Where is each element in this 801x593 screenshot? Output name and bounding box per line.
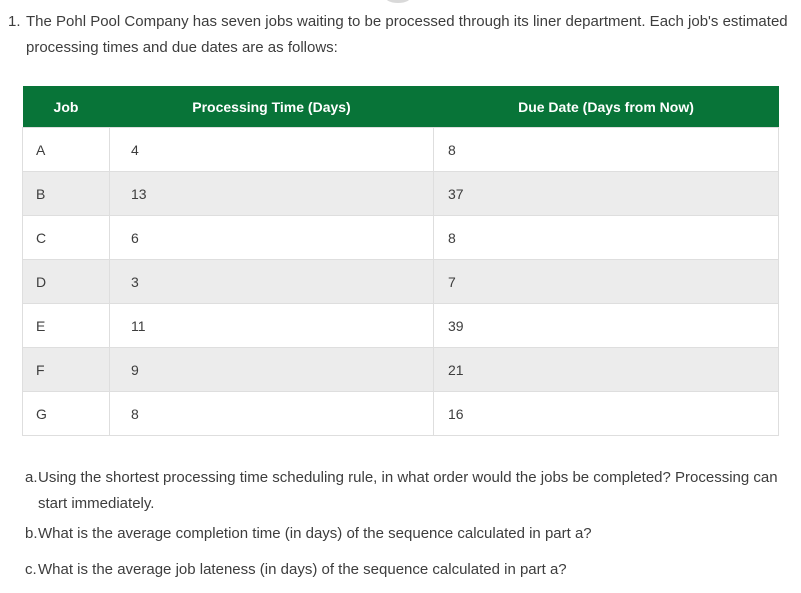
job-cell: F [22, 347, 110, 392]
job-cell: G [22, 391, 110, 436]
processing-time-cell: 9 [109, 347, 434, 392]
cropped-ui-artifact [386, 0, 410, 3]
jobs-table: Job Processing Time (Days) Due Date (Day… [22, 86, 779, 436]
table-row: G 8 16 [22, 391, 779, 436]
table-row: E 11 39 [22, 303, 779, 348]
table-row: B 13 37 [22, 171, 779, 216]
subquestion-label: b. [25, 525, 38, 542]
processing-time-cell: 11 [109, 303, 434, 348]
job-cell: D [22, 259, 110, 304]
processing-time-cell: 8 [109, 391, 434, 436]
subquestion-c: c. What is the average job lateness (in … [25, 557, 801, 583]
table-row: C 6 8 [22, 215, 779, 260]
job-cell: B [22, 171, 110, 216]
processing-time-cell: 13 [109, 171, 434, 216]
table-row: A 4 8 [22, 127, 779, 172]
due-date-cell: 8 [433, 215, 779, 260]
due-date-cell: 37 [433, 171, 779, 216]
column-header-due-date: Due Date (Days from Now) [433, 86, 779, 128]
job-cell: C [22, 215, 110, 260]
due-date-cell: 39 [433, 303, 779, 348]
subquestion-text: What is the average completion time (in … [38, 525, 592, 542]
subquestion-text: What is the average job lateness (in day… [38, 561, 567, 578]
subquestion-a: a. Using the shortest processing time sc… [25, 465, 801, 517]
job-cell: E [22, 303, 110, 348]
table-row: D 3 7 [22, 259, 779, 304]
table-header-row: Job Processing Time (Days) Due Date (Day… [22, 86, 779, 128]
problem-statement: 1. The Pohl Pool Company has seven jobs … [0, 0, 801, 61]
table-row: F 9 21 [22, 347, 779, 392]
subquestion-label: a. [25, 469, 38, 486]
subquestion-b: b. What is the average completion time (… [25, 521, 801, 547]
column-header-job: Job [22, 86, 110, 128]
due-date-cell: 8 [433, 127, 779, 172]
job-cell: A [22, 127, 110, 172]
processing-time-cell: 4 [109, 127, 434, 172]
column-header-processing-time: Processing Time (Days) [109, 86, 434, 128]
subquestion-list: a. Using the shortest processing time sc… [25, 465, 801, 583]
problem-number: 1. [8, 13, 21, 30]
processing-time-cell: 3 [109, 259, 434, 304]
due-date-cell: 7 [433, 259, 779, 304]
subquestion-label: c. [25, 561, 37, 578]
problem-text: The Pohl Pool Company has seven jobs wai… [26, 13, 788, 56]
subquestion-text: Using the shortest processing time sched… [38, 469, 778, 512]
processing-time-cell: 6 [109, 215, 434, 260]
due-date-cell: 16 [433, 391, 779, 436]
due-date-cell: 21 [433, 347, 779, 392]
